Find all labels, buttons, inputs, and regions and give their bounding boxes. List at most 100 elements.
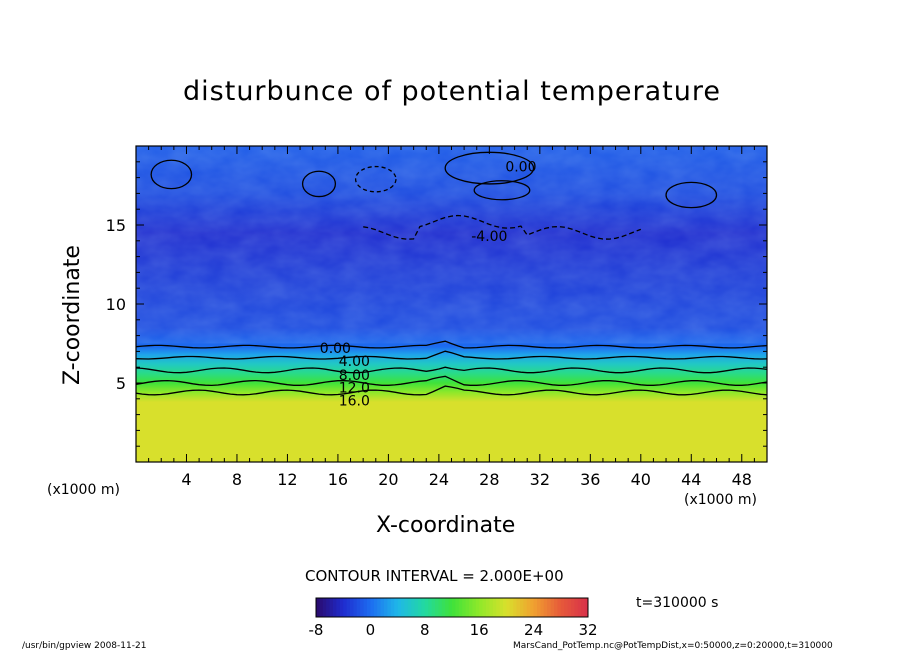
colorbar-cell xyxy=(356,598,361,617)
colorbar-cell xyxy=(571,598,575,617)
y-axis-label: Z-coordinate xyxy=(60,245,85,385)
colorbar-cell xyxy=(472,598,477,617)
contour-loop xyxy=(665,181,718,209)
colorbar-cell xyxy=(560,598,565,617)
contour-loop xyxy=(473,180,531,201)
colorbar-cell xyxy=(350,598,354,617)
colorbar-cell xyxy=(513,598,518,617)
colorbar-cell xyxy=(448,598,453,617)
contour-label: 8.00 xyxy=(339,368,370,384)
contour-line xyxy=(136,385,767,396)
colorbar-cell xyxy=(390,598,395,617)
colorbar-cell xyxy=(530,598,535,617)
colorbar-cell xyxy=(479,598,484,617)
colorbar-cell xyxy=(526,598,531,617)
x-tick-label: 48 xyxy=(732,470,752,489)
colorbar-cell xyxy=(516,598,521,617)
contour-line xyxy=(136,350,767,360)
x-unit-right: (x1000 m) xyxy=(684,492,757,508)
colorbar-frame xyxy=(315,597,589,618)
colorbar-cell xyxy=(384,598,388,617)
colorbar-cell xyxy=(329,598,334,617)
colorbar-cell xyxy=(353,598,358,617)
colorbar-cell xyxy=(407,598,412,617)
y-tick-label: 15 xyxy=(106,216,126,235)
chart-title: disturbunce of potential temperature xyxy=(183,76,721,107)
colorbar-tick-label: 32 xyxy=(578,621,597,639)
contour-line xyxy=(136,340,767,349)
colorbar-cell xyxy=(462,598,467,617)
colorbar-cell xyxy=(333,598,337,617)
colorbar-cell xyxy=(458,598,463,617)
colorbar-cell xyxy=(343,598,348,617)
time-label: t=310000 s xyxy=(636,595,719,611)
x-tick-label: 36 xyxy=(580,470,600,489)
y-tick-label: 10 xyxy=(106,295,126,314)
colorbar-cell xyxy=(452,598,456,617)
colorbar-cell xyxy=(373,598,378,617)
colorbar-cell xyxy=(367,598,371,617)
footer-source: MarsCand_PotTemp.nc@PotTempDist,x=0:5000… xyxy=(513,641,833,651)
colorbar-cell xyxy=(557,598,562,617)
colorbar-cell xyxy=(577,598,582,617)
colorbar-cell xyxy=(574,598,579,617)
colorbar-cell xyxy=(397,598,402,617)
colorbar-cell xyxy=(435,598,439,617)
x-unit-left: (x1000 m) xyxy=(47,482,120,498)
colorbar-cell xyxy=(377,598,382,617)
x-tick-label: 28 xyxy=(479,470,499,489)
field-texture xyxy=(136,146,767,344)
contour-label: 0.00 xyxy=(320,341,351,357)
colorbar-cell xyxy=(438,598,443,617)
colorbar-cell xyxy=(418,598,422,617)
colorbar-cell xyxy=(537,598,541,617)
y-tick-label: 5 xyxy=(116,374,126,393)
colorbar-cell xyxy=(445,598,450,617)
contour-line-negative xyxy=(363,214,642,240)
colorbar-cell xyxy=(520,598,524,617)
contour-label: 4.00 xyxy=(339,354,370,370)
contour-loop xyxy=(150,159,193,190)
colorbar-cell xyxy=(336,598,341,617)
contour-loop xyxy=(301,170,337,198)
colorbar-cell xyxy=(326,598,331,617)
colorbar-cell xyxy=(339,598,344,617)
colorbar-cell xyxy=(387,598,392,617)
colorbar-cell xyxy=(411,598,416,617)
colorbar-cell xyxy=(509,598,514,617)
colorbar-cell xyxy=(363,598,368,617)
x-tick-label: 12 xyxy=(277,470,297,489)
colorbar-cell xyxy=(554,598,558,617)
contour-label: 16.0 xyxy=(339,393,370,409)
colorbar-cell xyxy=(380,598,385,617)
x-tick-label: 20 xyxy=(378,470,398,489)
colorbar-cell xyxy=(506,598,511,617)
contour-line xyxy=(136,375,767,387)
contour-interval-label: CONTOUR INTERVAL = 2.000E+00 xyxy=(305,567,564,585)
colorbar-cell xyxy=(319,598,324,617)
contour-loop xyxy=(354,165,397,193)
colorbar-cell xyxy=(346,598,351,617)
colorbar-cell xyxy=(401,598,405,617)
footer-program: /usr/bin/gpview 2008-11-21 xyxy=(22,641,147,651)
colorbar-cell xyxy=(543,598,548,617)
x-tick-label: 40 xyxy=(631,470,651,489)
contour-label: 12.0 xyxy=(339,381,370,397)
colorbar-cell xyxy=(414,598,419,617)
x-tick-label: 16 xyxy=(328,470,348,489)
x-tick-label: 4 xyxy=(181,470,191,489)
colorbar-cell xyxy=(316,598,320,617)
colorbar-cell xyxy=(489,598,494,617)
colorbar-cell xyxy=(486,598,490,617)
colorbar-cell xyxy=(421,598,426,617)
colorbar-cell xyxy=(404,598,409,617)
colorbar-tick-label: 0 xyxy=(366,621,376,639)
colorbar-tick-label: -8 xyxy=(309,621,324,639)
colorbar-cell xyxy=(567,598,572,617)
x-axis-label: X-coordinate xyxy=(376,513,516,538)
colorbar-tick-label: 16 xyxy=(470,621,489,639)
x-tick-label: 32 xyxy=(530,470,550,489)
